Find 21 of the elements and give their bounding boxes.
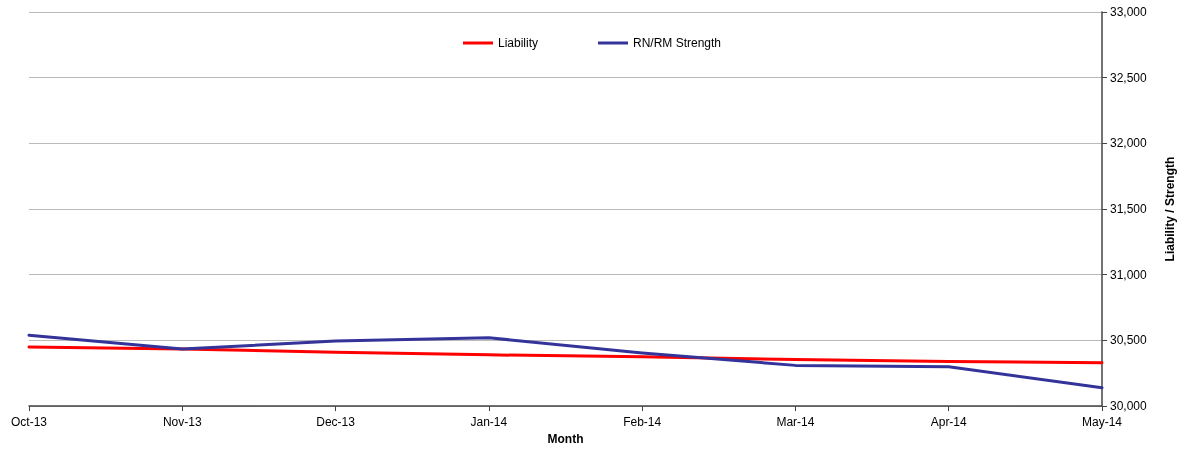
y-tick-label: 31,000 [1110, 267, 1148, 282]
y-tick-label: 31,500 [1110, 202, 1148, 217]
x-tick-label: Oct-13 [10, 415, 48, 430]
x-tick-label: Apr-14 [930, 415, 968, 430]
x-tick-label: Mar-14 [776, 415, 815, 430]
y-axis-title: Liability / Strength [1163, 156, 1177, 262]
y-tick-label: 32,000 [1110, 136, 1148, 151]
line-series [27, 345, 1104, 365]
x-axis-title: Month [547, 432, 584, 446]
y-tick-label: 33,000 [1110, 5, 1148, 19]
legend-label: Liability [497, 36, 539, 50]
y-tick-label: 32,500 [1110, 70, 1148, 85]
x-tick-label: Nov-13 [162, 415, 202, 430]
x-tick-label: Dec-13 [316, 415, 356, 430]
x-tick-label: May-14 [1081, 415, 1123, 430]
x-tick-label: Jan-14 [470, 415, 508, 430]
y-tick-label: 30,000 [1110, 399, 1148, 414]
line-series [27, 333, 1104, 390]
y-tick-label: 30,500 [1110, 333, 1148, 348]
x-tick-label: Feb-14 [623, 415, 662, 430]
legend-label: RN/RM Strength [633, 36, 722, 50]
